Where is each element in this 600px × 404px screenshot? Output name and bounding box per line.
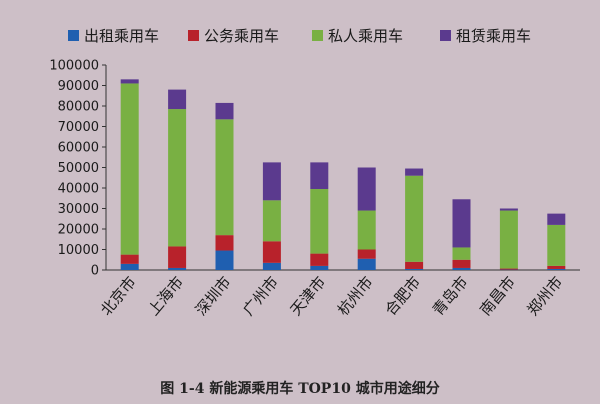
bar-segment-4 [357,167,376,211]
bar-stack [405,168,424,270]
y-tick-label: 40000 [58,182,99,197]
bar-segment-4 [262,162,281,201]
legend-swatch [440,30,451,41]
y-tick-label: 70000 [58,120,99,135]
bar-stack [310,162,329,270]
bar-stack [499,208,518,270]
bar-segment-2 [168,246,187,268]
bar-stack [357,167,376,270]
bar-stack [262,162,281,270]
bar-segment-4 [215,102,234,120]
x-category-label: 合肥市 [381,273,424,319]
bar-segment-4 [499,208,518,211]
bar-segment-1 [547,268,566,270]
bar-segment-1 [168,267,187,270]
bar-segment-3 [405,175,424,262]
legend-item: 公务乘用车 [188,27,279,45]
bar-segment-1 [452,267,471,270]
bar-stack [215,102,234,270]
bar-segment-2 [452,259,471,268]
bar-segment-3 [262,200,281,242]
bar-segment-2 [405,261,424,269]
legend-item: 出租乘用车 [68,27,159,45]
bar-stack [547,213,566,270]
legend-item: 私人乘用车 [312,27,403,45]
legend-item: 租赁乘用车 [440,27,531,45]
bar-segment-2 [547,265,566,269]
bar-segment-4 [405,168,424,176]
bars: 北京市 上海市 深圳市 广州市 天津市 杭州市 合肥市 青岛市 南昌市 郑州市 [97,79,566,319]
axes: 0 10000 20000 30000 40000 50000 60000 70000 8000… [49,59,580,279]
bar-stack [168,89,187,270]
legend: 出租乘用车 公务乘用车 私人乘用车 租赁乘用车 [68,27,531,45]
y-tick-label: 100000 [49,59,99,74]
legend-label: 租赁乘用车 [456,27,531,45]
bar-segment-2 [120,254,139,264]
bar-segment-4 [120,79,139,84]
x-category-label: 南昌市 [476,273,519,319]
bar-segment-2 [357,249,376,259]
bar-segment-4 [452,199,471,248]
bar-segment-2 [215,235,234,251]
bar-segment-3 [215,119,234,236]
x-category-label: 郑州市 [524,273,567,319]
y-tick-label: 20000 [58,223,99,238]
bar-segment-2 [310,253,329,266]
bar-segment-1 [262,262,281,270]
bar-segment-2 [499,268,518,270]
bar-segment-4 [547,213,566,225]
legend-label: 公务乘用车 [204,27,279,45]
bar-segment-3 [120,83,139,255]
legend-label: 出租乘用车 [84,27,159,45]
bar-segment-4 [168,89,187,110]
x-category-label: 深圳市 [192,273,235,319]
legend-swatch [312,30,323,41]
bar-segment-1 [120,263,139,270]
bar-segment-3 [310,189,329,254]
figure-caption: 图 1-4 新能源乘用车 TOP10 城市用途细分 [160,380,439,397]
x-category-label: 青岛市 [429,273,472,319]
x-category-label: 北京市 [97,273,140,319]
y-tick-label: 30000 [58,202,99,217]
bar-segment-1 [405,268,424,270]
bar-segment-1 [357,258,376,270]
legend-swatch [68,30,79,41]
y-tick-label: 90000 [58,79,99,94]
bar-segment-3 [357,210,376,250]
y-tick-label: 60000 [58,141,99,156]
bar-segment-4 [310,162,329,190]
x-category-label: 天津市 [287,273,330,319]
y-tick-label: 80000 [58,100,99,115]
bar-segment-3 [547,224,566,266]
y-tick-label: 50000 [58,161,99,176]
bar-segment-2 [262,241,281,263]
y-tick-label: 10000 [58,243,99,258]
legend-label: 私人乘用车 [328,27,403,45]
x-category-label: 广州市 [239,273,282,319]
x-category-label: 上海市 [144,273,187,319]
bar-segment-1 [310,265,329,270]
bar-stack [120,79,139,270]
bar-stack [452,199,471,270]
legend-swatch [188,30,199,41]
bar-segment-3 [452,247,471,260]
bar-segment-3 [168,109,187,247]
bar-segment-3 [499,210,518,269]
y-tick-label: 0 [91,264,99,279]
bar-segment-1 [215,250,234,270]
x-category-label: 杭州市 [334,273,377,319]
